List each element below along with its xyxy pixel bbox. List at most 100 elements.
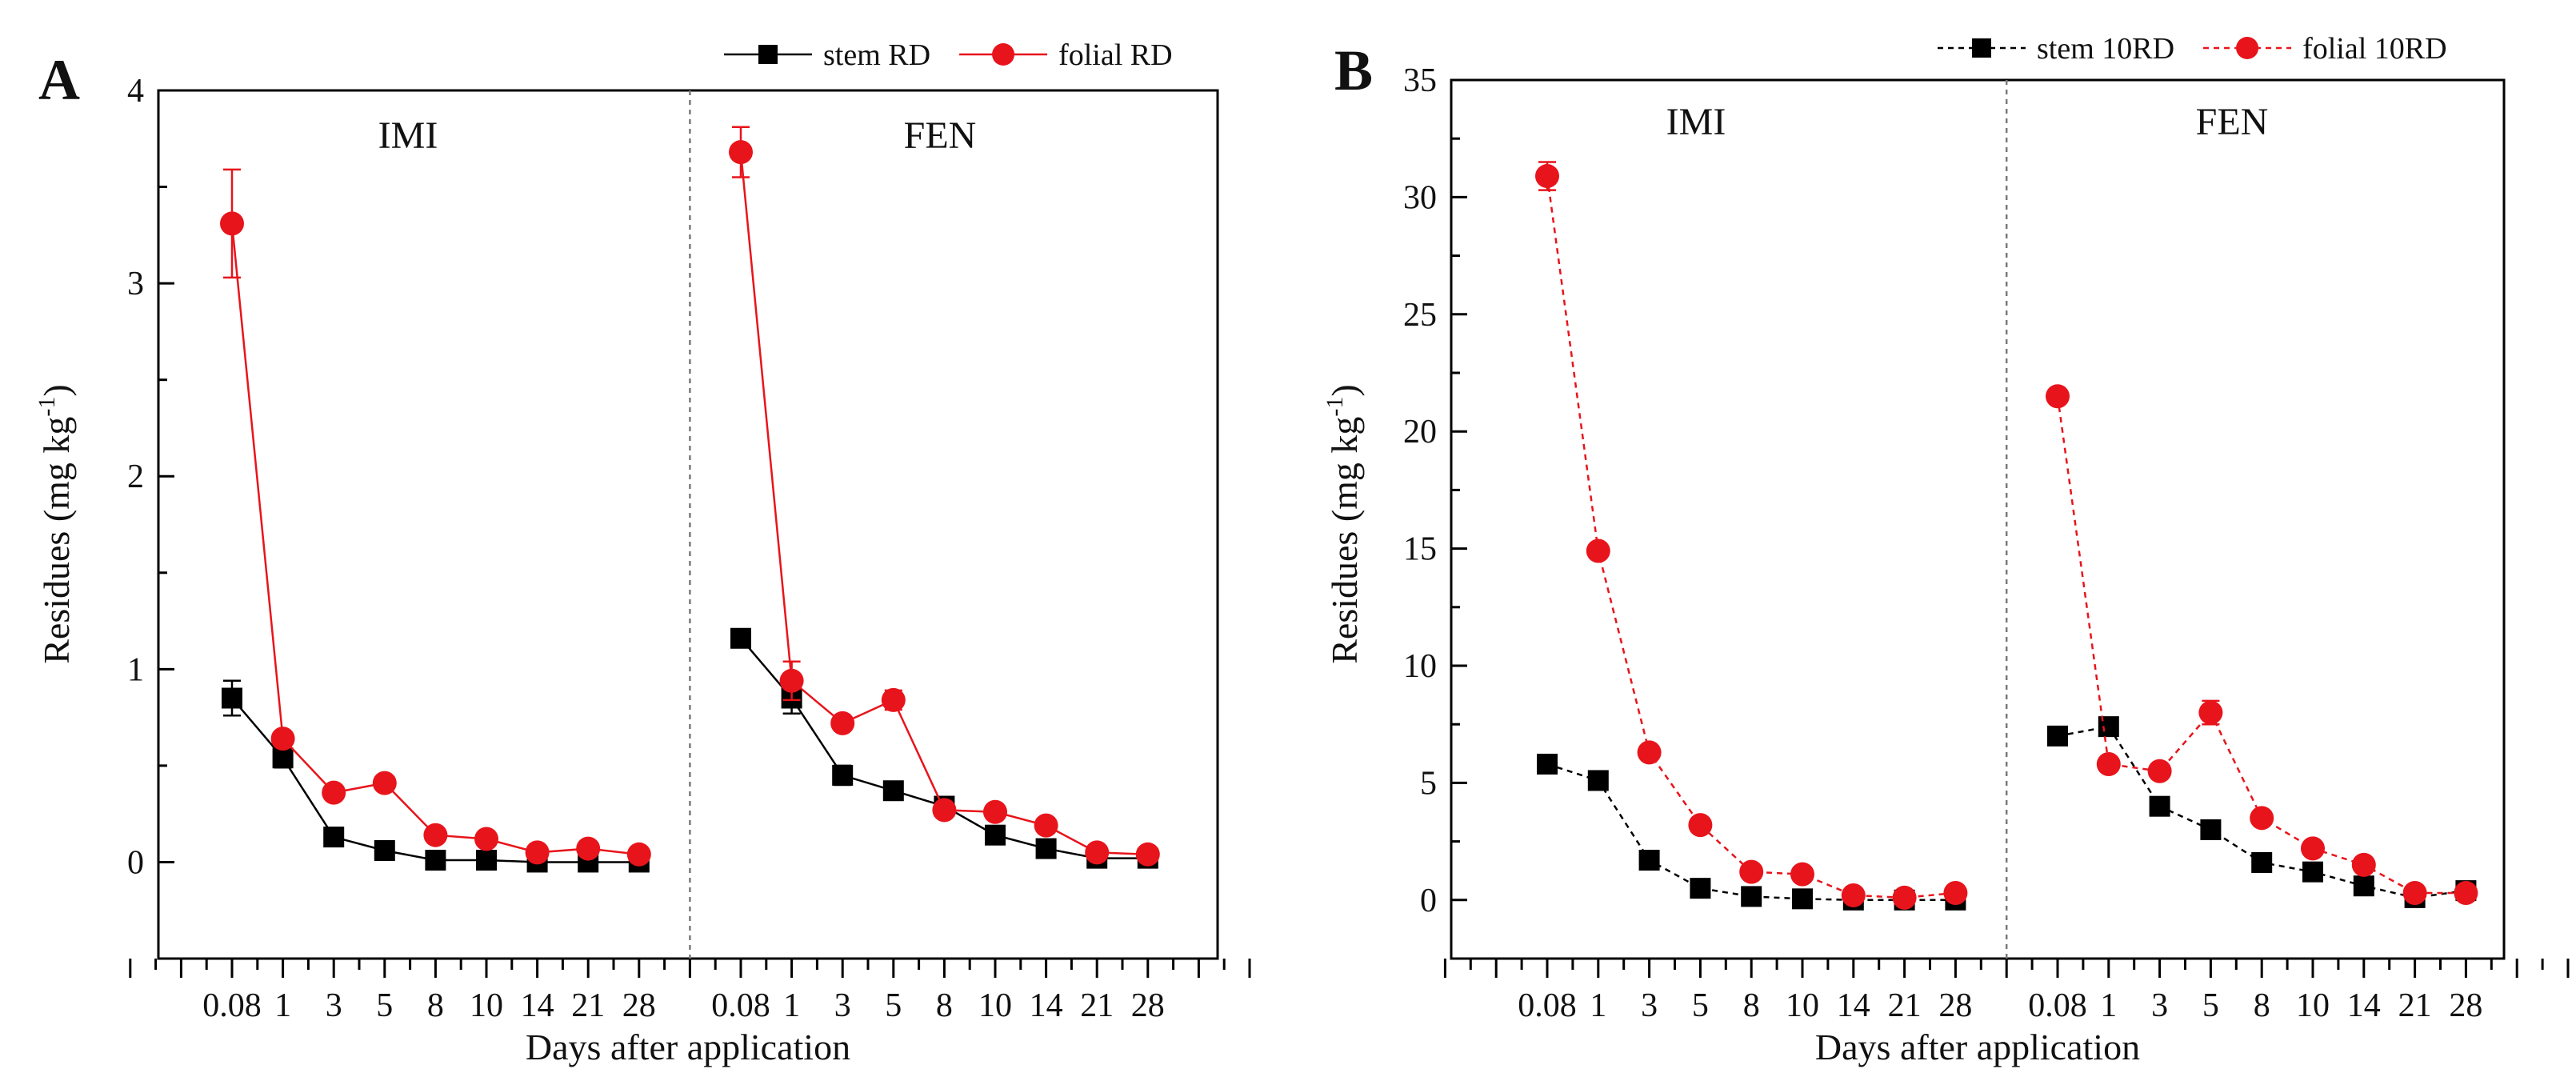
panel-a-series-stem-point <box>374 839 395 861</box>
panel-b-series-folial-point <box>1586 538 1610 563</box>
panel-b-x-tick-label: 1 <box>2100 987 2117 1024</box>
panel-a-x-axis-title: Days after application <box>526 1027 850 1067</box>
panel-b-x-tick-label: 5 <box>2202 987 2219 1024</box>
panel-b-series-folial-point <box>2402 881 2427 906</box>
panel-a-legend-label: folial RD <box>1058 38 1172 72</box>
panel-a-x-tick-label: 0.08 <box>711 987 770 1024</box>
panel-a-series-folial-point <box>983 799 1007 824</box>
panel-b-y-axis-title: Residues (mg kg-1) <box>1322 384 1365 664</box>
panel-b-x-tick-label: 10 <box>1786 987 1819 1024</box>
panel-a-group-label: FEN <box>904 114 977 157</box>
panel-a-series-stem-point <box>730 627 751 649</box>
panel-b-series-stem-point <box>1792 888 1813 910</box>
panel-b-series-stem-point <box>1638 850 1660 871</box>
panel-a-series-folial-point <box>830 711 855 735</box>
panel-a-series-folial-point <box>881 687 906 712</box>
panel-b-series-folial-line <box>1546 175 1956 899</box>
panel-a-legend-marker <box>992 43 1015 66</box>
panel-b-x-tick-label: 28 <box>2449 987 2482 1024</box>
panel-a-y-tick-label: 1 <box>127 651 144 688</box>
panel-a-series-layer <box>220 126 1160 873</box>
panel-a-series-folial-point <box>1135 842 1160 867</box>
panel-a-series-folial-point <box>372 771 397 795</box>
panel-a-series-folial-point <box>626 842 651 867</box>
panel-b-y-title-end: ) <box>1324 384 1365 396</box>
panel-a-x-tick-label: 28 <box>622 987 656 1024</box>
panel-b-legend-marker <box>2236 37 2259 59</box>
panel-b-plot-frame <box>1450 78 2506 960</box>
panel-a-letter: A <box>38 48 80 112</box>
panel-a-x-tick-label: 3 <box>834 987 851 1024</box>
panel-b-legend-label: stem 10RD <box>2037 32 2174 66</box>
panel-b-x-tick-label: 21 <box>2398 987 2432 1024</box>
panel-a-series-folial-point <box>932 798 957 823</box>
panel-a-series-folial-point <box>474 827 498 851</box>
panel-b-y-axis: 0 5 10 15 20 25 30 35 <box>1403 62 1467 960</box>
panel-a-x-tick-label: 10 <box>978 987 1012 1024</box>
panel-b-x-tick-label: 0.08 <box>1518 987 1577 1024</box>
panel-b-series-folial-point <box>1688 813 1713 838</box>
panel-b-y-tick-label: 30 <box>1403 179 1437 216</box>
panel-a-series-stem-point <box>985 824 1006 846</box>
panel-a-legend-marker <box>758 45 778 64</box>
panel-b-letter: B <box>1334 38 1373 102</box>
panel-a-y-title-main: Residues (mg kg <box>36 417 77 664</box>
panel-a-x-axis: 0.08 1 3 5 8 10 14 21 28 0.08 1 3 5 8 10 14 21 28 <box>129 959 1251 1024</box>
panel-b-y-tick-label: 0 <box>1420 883 1437 919</box>
panel-a-series-stem-point <box>1035 838 1057 859</box>
panel-b-legend: stem 10RD folial 10RD <box>1938 32 2447 66</box>
panel-b-y-title-main: Residues (mg kg <box>1324 417 1365 664</box>
panel-b-series-stem-point <box>1537 753 1558 775</box>
panel-b-x-tick-label: 3 <box>2151 987 2168 1024</box>
panel-b-series-folial-point <box>1943 881 1968 906</box>
panel-a-x-tick-label: 8 <box>427 987 444 1024</box>
panel-a-x-tick-label: 14 <box>1030 987 1063 1024</box>
panel-b-series-folial-point <box>1637 740 1662 765</box>
panel-a-group-label: IMI <box>378 114 438 157</box>
panel-b-series-stem-point <box>1741 886 1762 907</box>
panel-b-x-tick-label: 10 <box>2296 987 2330 1024</box>
panel-a-series-folial-point <box>779 668 804 693</box>
panel-b-series-folial-point <box>1841 883 1866 907</box>
panel-b-series-folial-point <box>1790 862 1814 887</box>
panel-a-x-tick-label: 1 <box>274 987 291 1024</box>
panel-a-y-tick-label: 2 <box>127 458 144 495</box>
panel-a-series-folial-point <box>423 823 448 847</box>
panel-b-series-folial-point <box>1535 164 1559 189</box>
panel-b-series-folial-point <box>2046 384 2070 409</box>
panel-a-legend: stem RD folial RD <box>724 38 1173 72</box>
panel-b-series-folial-point <box>2096 751 2121 776</box>
panel-b-group-label: FEN <box>2196 101 2269 143</box>
panel-b-group-label: IMI <box>1666 101 1726 143</box>
panel-a-series-stem-point <box>882 780 904 802</box>
panel-b-series-folial-point <box>2351 852 2376 877</box>
panel-a-series-stem-point <box>425 850 446 871</box>
panel-a-x-tick-label: 0.08 <box>202 987 262 1024</box>
panel-b-y-tick-label: 10 <box>1403 648 1437 685</box>
panel-a-x-tick-label: 5 <box>376 987 393 1024</box>
panel-b-series-folial-point <box>2454 881 2478 906</box>
panel-a-y-tick-label: 3 <box>127 266 144 302</box>
panel-a-series-folial-point <box>220 211 244 236</box>
panel-a-series-stem-point <box>832 764 854 786</box>
panel-b-series-folial-point <box>1892 885 1917 910</box>
panel-a-series-folial-point <box>270 727 295 751</box>
panel-a-series-folial-point <box>729 140 753 165</box>
panel-a-x-tick-label: 5 <box>885 987 902 1024</box>
panel-b-x-tick-label: 5 <box>1692 987 1709 1024</box>
panel-b-x-tick-label: 1 <box>1590 987 1606 1024</box>
panel-a-plot-frame <box>157 89 1219 960</box>
panel-a-x-tick-label: 10 <box>470 987 503 1024</box>
panel-b-series-stem-point <box>2302 861 2323 883</box>
panel-b-x-axis-title: Days after application <box>1815 1027 2140 1067</box>
panel-a-x-tick-label: 1 <box>783 987 800 1024</box>
panel-a-x-tick-label: 3 <box>326 987 342 1024</box>
panel-a-x-tick-label: 28 <box>1131 987 1165 1024</box>
panel-b-series-stem-line <box>1546 763 1956 902</box>
panel-a-series-stem-point <box>323 827 345 848</box>
panel-a-legend-label: stem RD <box>823 38 930 72</box>
panel-b-x-tick-label: 3 <box>1641 987 1658 1024</box>
